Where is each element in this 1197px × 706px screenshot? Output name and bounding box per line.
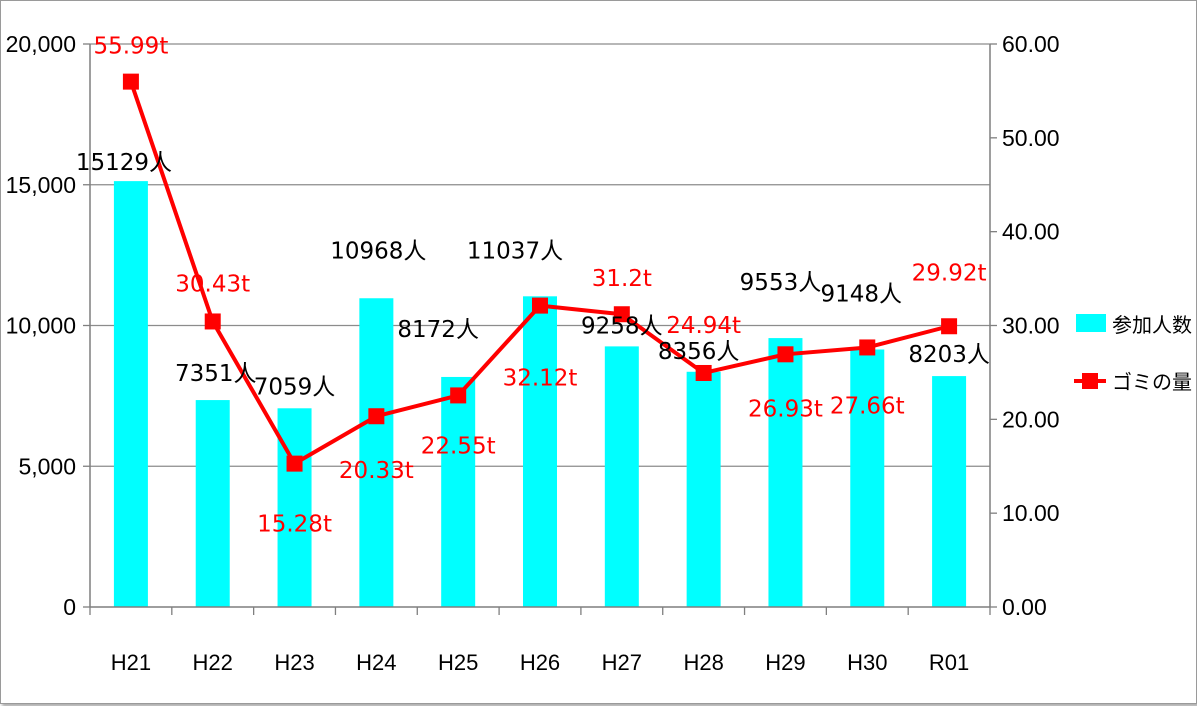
category-label-h26: H26 [520, 650, 560, 675]
participants-label-h22: 7351人 [175, 361, 257, 387]
garbage-label-h28: 24.94t [666, 313, 741, 339]
garbage-marker-h23 [286, 455, 303, 472]
garbage-marker-h28 [695, 364, 712, 381]
category-label-h29: H29 [765, 650, 805, 675]
garbage-label-h27: 31.2t [592, 266, 652, 292]
participants-label-h27: 9258人 [581, 313, 663, 339]
category-label-h23: H23 [274, 650, 314, 675]
left-tick-label-2: 10,000 [6, 313, 76, 339]
category-label-h27: H27 [602, 650, 642, 675]
right-tick-label-3: 30.00 [1002, 313, 1060, 339]
legend-label-garbage: ゴミの量 [1112, 370, 1192, 394]
garbage-marker-h27 [613, 306, 630, 323]
bar-h30 [850, 349, 885, 607]
right-axis-ticks: 0.00 10.00 20.00 30.00 40.00 50.00 60.00 [1002, 31, 1060, 620]
legend-swatch-participants [1076, 314, 1106, 332]
left-axis-ticks: 0 5,000 10,000 15,000 20,000 [6, 31, 76, 620]
garbage-marker-h21 [122, 73, 139, 90]
participants-label-h21: 15129人 [76, 150, 172, 176]
participants-label-h30: 9148人 [820, 281, 902, 307]
bar-h22 [195, 400, 230, 607]
garbage-marker-h22 [204, 313, 221, 330]
garbage-marker-h30 [859, 339, 876, 356]
axes [83, 43, 997, 615]
category-label-h28: H28 [683, 650, 723, 675]
bar-h27 [604, 346, 639, 607]
line-data-labels: 55.99t 30.43t 15.28t 20.33t 22.55t 32.12t 31.2… [93, 34, 986, 538]
garbage-label-h22: 30.43t [175, 271, 250, 297]
bar-h21 [113, 181, 148, 607]
right-tick-label-0: 0.00 [1002, 594, 1047, 620]
bar-series [113, 181, 967, 607]
line-series [122, 73, 958, 472]
garbage-marker-h26 [532, 297, 548, 314]
garbage-marker-h29 [777, 346, 794, 363]
bar-h26 [523, 296, 557, 607]
category-labels: H21 H22 H23 H24 H25 H26 H27 H28 H29 H30 R01 [111, 650, 970, 675]
garbage-marker-h25 [450, 387, 467, 404]
category-label-h30: H30 [847, 650, 887, 675]
legend-label-participants: 参加人数 [1112, 313, 1192, 337]
participants-label-h23: 7059人 [254, 374, 336, 400]
participants-label-h26: 11037人 [467, 238, 563, 264]
garbage-marker-h24 [368, 408, 385, 425]
right-tick-label-1: 10.00 [1002, 500, 1060, 526]
participants-label-r01: 8203人 [908, 342, 990, 368]
category-label-h21: H21 [111, 650, 151, 675]
participants-label-h25: 8172人 [397, 317, 479, 343]
participants-label-h29: 9553人 [740, 270, 822, 296]
bar-h25 [441, 376, 476, 607]
bar-h23 [277, 408, 312, 607]
left-tick-label-0: 0 [63, 594, 76, 620]
category-label-h22: H22 [193, 650, 233, 675]
bar-h29 [768, 338, 803, 607]
right-tick-label-5: 50.00 [1002, 125, 1060, 151]
bar-h28 [686, 371, 721, 607]
garbage-label-h25: 22.55t [421, 433, 496, 459]
legend: 参加人数 ゴミの量 [1074, 313, 1192, 394]
garbage-label-h21: 55.99t [93, 34, 168, 60]
participants-label-h28: 8356人 [658, 339, 740, 365]
garbage-label-r01: 29.92t [912, 260, 987, 286]
left-tick-label-1: 5,000 [18, 453, 76, 479]
participants-label-h24: 10968人 [330, 238, 426, 264]
category-label-h24: H24 [356, 650, 396, 675]
garbage-label-h23: 15.28t [257, 512, 332, 538]
legend-swatch-garbage-marker [1082, 373, 1098, 389]
garbage-marker-r01 [941, 318, 958, 335]
category-label-h25: H25 [438, 650, 478, 675]
right-tick-label-6: 60.00 [1002, 31, 1060, 57]
garbage-label-h30: 27.66t [830, 393, 905, 419]
garbage-label-h26: 32.12t [503, 366, 578, 392]
garbage-label-h29: 26.93t [748, 396, 823, 422]
category-label-r01: R01 [929, 650, 969, 675]
bar-r01 [932, 376, 967, 607]
right-tick-label-4: 40.00 [1002, 219, 1060, 245]
left-tick-label-3: 15,000 [6, 172, 76, 198]
right-tick-label-2: 20.00 [1002, 406, 1060, 432]
garbage-label-h24: 20.33t [339, 458, 414, 484]
left-tick-label-4: 20,000 [6, 31, 76, 57]
bar-h24 [359, 298, 394, 607]
